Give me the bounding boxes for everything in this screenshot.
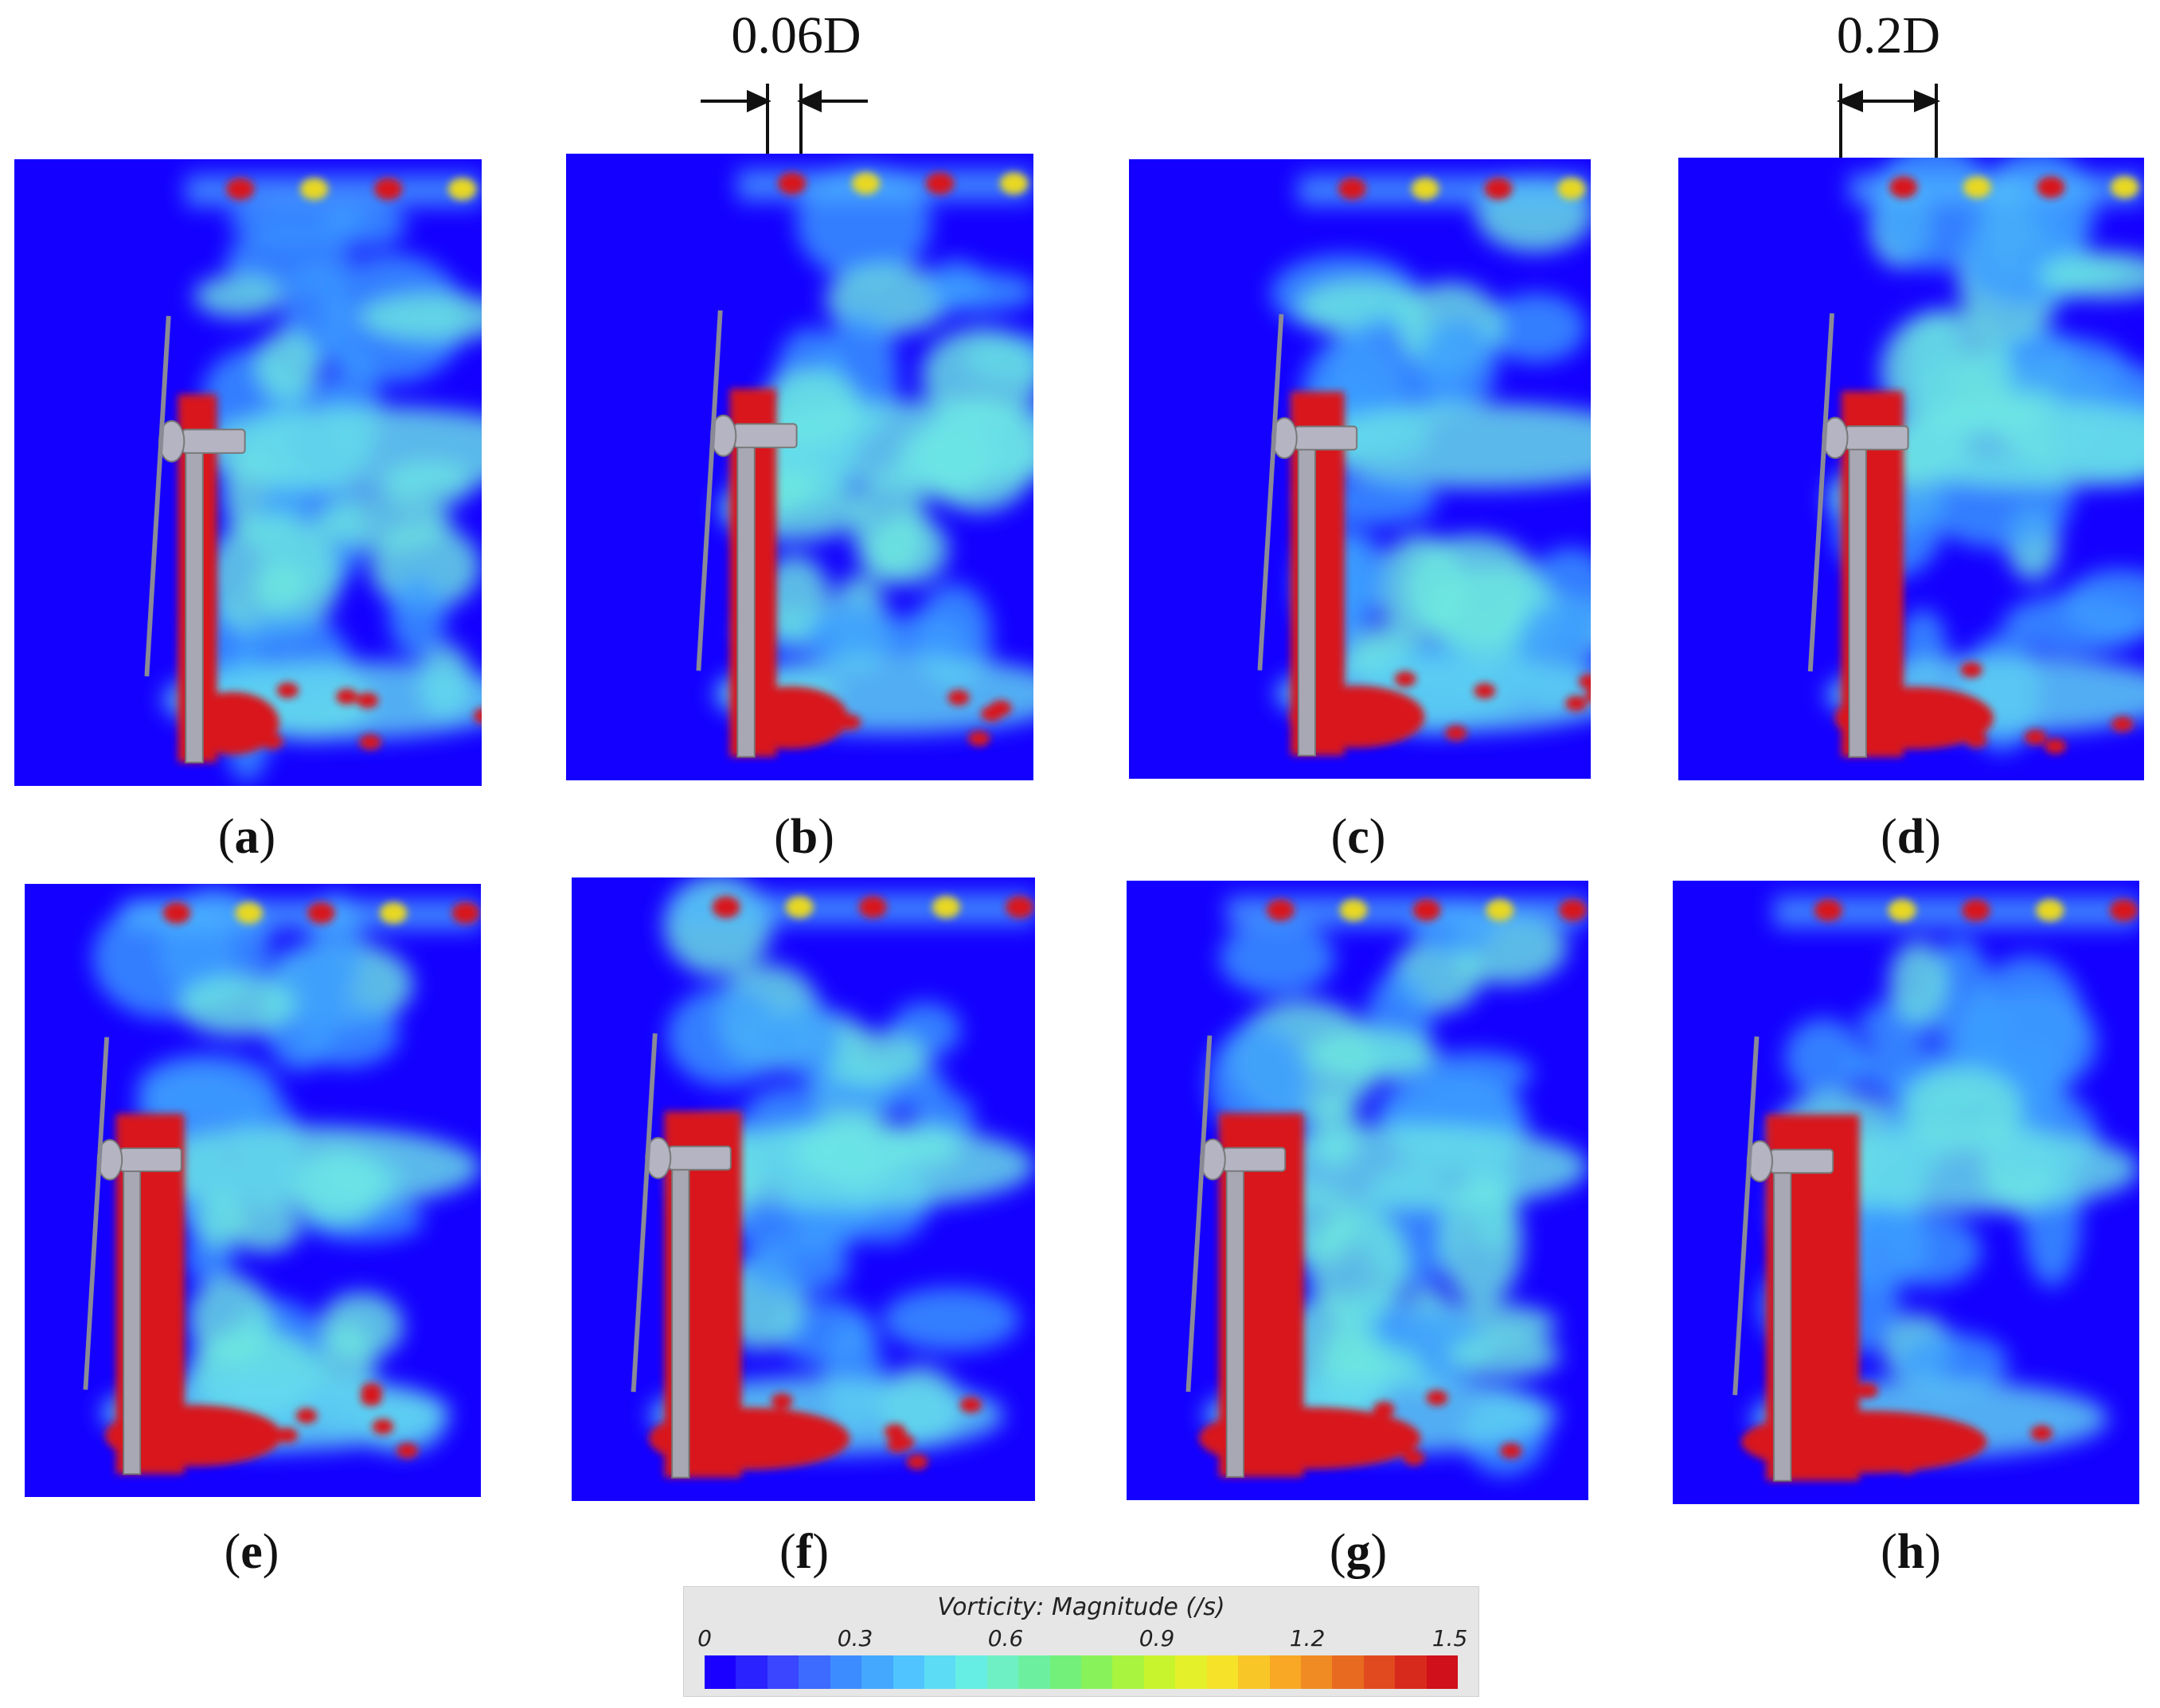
colorbar-tick: 0.3 [837, 1625, 873, 1651]
colorbar-swatch [736, 1655, 768, 1689]
colorbar-swatch [705, 1655, 736, 1689]
colorbar-swatch [1081, 1655, 1113, 1689]
vorticity-panel-h [1673, 881, 2139, 1504]
vorticity-panel-e [25, 884, 481, 1497]
colorbar-swatch [1238, 1655, 1270, 1689]
colorbar-tick: 0.6 [987, 1625, 1024, 1651]
colorbar-swatch [1206, 1655, 1239, 1689]
colorbar-swatch [1395, 1655, 1427, 1689]
panel-label-b: (b) [774, 810, 834, 864]
dimension-label-006d: 0.06D [731, 6, 861, 64]
vorticity-panel-c [1129, 159, 1591, 779]
vorticity-panel-d [1678, 158, 2144, 780]
colorbar-tick: 1.2 [1289, 1625, 1326, 1651]
colorbar-swatch [1112, 1655, 1144, 1689]
panel-label-g: (g) [1329, 1525, 1388, 1579]
colorbar-swatch [1426, 1655, 1459, 1689]
colorbar-swatch [893, 1655, 924, 1689]
colorbar-title: Vorticity: Magnitude (/s) [937, 1593, 1225, 1621]
colorbar-swatch [1049, 1655, 1082, 1689]
colorbar-swatch [1143, 1655, 1176, 1689]
panel-label-c: (c) [1330, 810, 1386, 864]
vorticity-panel-a [14, 159, 482, 786]
colorbar-swatch [1363, 1655, 1396, 1689]
colorbar-swatch [799, 1655, 830, 1689]
vorticity-panel-b [566, 154, 1033, 780]
panel-label-e: (e) [224, 1525, 279, 1579]
dimension-label-02d: 0.2D [1836, 6, 1941, 64]
panel-label-h: (h) [1881, 1525, 1941, 1579]
colorbar-swatch [861, 1655, 893, 1689]
vorticity-colorbar: Vorticity: Magnitude (/s) 0 0.3 0.6 0.9 … [683, 1586, 1479, 1697]
panel-label-f: (f) [779, 1525, 829, 1579]
vorticity-panel-f [572, 877, 1035, 1501]
colorbar-swatch [1301, 1655, 1333, 1689]
colorbar-swatch [955, 1655, 987, 1689]
colorbar-swatch [986, 1655, 1019, 1689]
colorbar-tick: 0.9 [1139, 1625, 1175, 1651]
colorbar-swatch [767, 1655, 799, 1689]
colorbar-swatch [1332, 1655, 1364, 1689]
colorbar-swatch [1175, 1655, 1207, 1689]
colorbar-swatch [1269, 1655, 1302, 1689]
colorbar-tick: 0 [697, 1625, 712, 1651]
colorbar-swatch [924, 1655, 956, 1689]
vorticity-panel-g [1127, 881, 1588, 1500]
colorbar-swatch [1018, 1655, 1050, 1689]
colorbar-gradient [705, 1655, 1459, 1689]
panel-label-d: (d) [1881, 810, 1941, 864]
colorbar-swatch [830, 1655, 862, 1689]
colorbar-tick: 1.5 [1432, 1625, 1468, 1651]
panel-label-a: (a) [217, 810, 276, 864]
